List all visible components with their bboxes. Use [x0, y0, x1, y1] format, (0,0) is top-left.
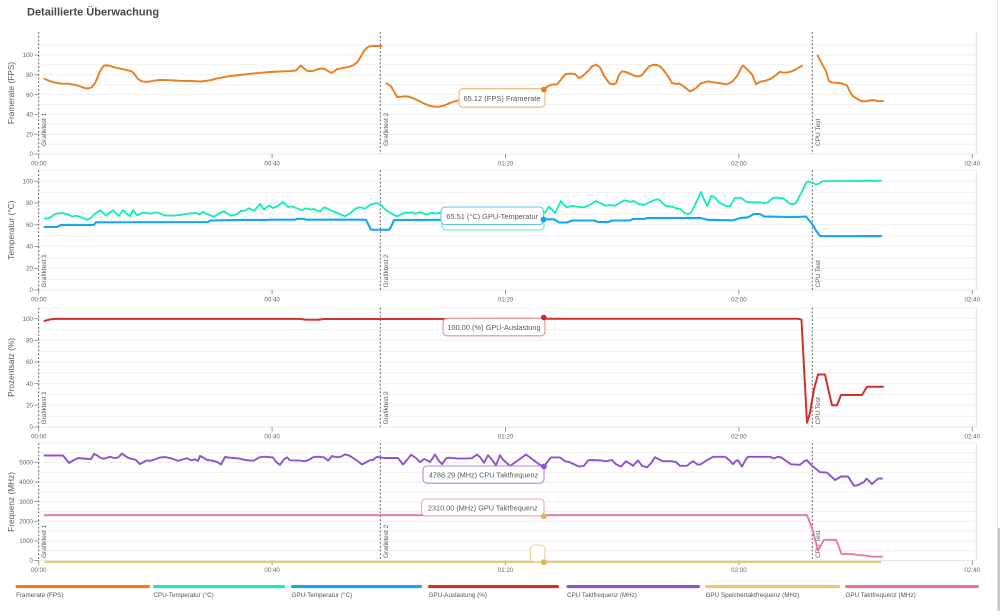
svg-text:Grafiktest 1: Grafiktest 1 — [41, 254, 48, 288]
svg-text:CPU Test: CPU Test — [815, 530, 822, 558]
svg-text:100.00 (%) GPU-Auslastung: 100.00 (%) GPU-Auslastung — [447, 323, 540, 332]
svg-text:Grafiktest 2: Grafiktest 2 — [383, 524, 390, 558]
svg-text:0: 0 — [30, 287, 34, 294]
svg-text:Prozentsatz (%): Prozentsatz (%) — [6, 338, 16, 397]
svg-text:Grafiktest 2: Grafiktest 2 — [383, 112, 390, 146]
svg-text:0: 0 — [30, 558, 34, 565]
svg-text:4788.29 (MHz) CPU Taktfrequenz: 4788.29 (MHz) CPU Taktfrequenz — [429, 471, 539, 480]
svg-text:CPU Test: CPU Test — [815, 260, 822, 288]
svg-text:2310.00 (MHz) GPU Taktfrequenz: 2310.00 (MHz) GPU Taktfrequenz — [428, 503, 538, 512]
svg-text:00:40: 00:40 — [264, 567, 280, 574]
svg-text:60: 60 — [26, 222, 33, 229]
svg-text:02:00: 02:00 — [731, 161, 747, 168]
svg-text:CPU Test: CPU Test — [815, 118, 822, 146]
svg-text:20: 20 — [26, 403, 33, 410]
svg-text:20: 20 — [26, 131, 33, 138]
svg-text:Temperatur (°C): Temperatur (°C) — [6, 200, 16, 259]
svg-text:01:20: 01:20 — [498, 161, 514, 168]
svg-text:00:00: 00:00 — [31, 434, 47, 441]
svg-text:02:40: 02:40 — [965, 297, 981, 304]
svg-text:60: 60 — [26, 359, 33, 366]
svg-text:0: 0 — [30, 151, 34, 158]
svg-text:65.51 (°C) GPU-Temperatur: 65.51 (°C) GPU-Temperatur — [446, 212, 538, 221]
svg-text:65.12 (FPS) Framerate: 65.12 (FPS) Framerate — [463, 94, 540, 103]
svg-text:CPU-Temperatur (°C): CPU-Temperatur (°C) — [154, 591, 214, 599]
svg-text:Grafiktest 1: Grafiktest 1 — [41, 524, 48, 558]
svg-text:GPU Speichertaktfrequenz (MHz): GPU Speichertaktfrequenz (MHz) — [706, 592, 800, 599]
svg-text:Grafiktest 1: Grafiktest 1 — [41, 112, 48, 146]
svg-text:Framerate (FPS): Framerate (FPS) — [16, 592, 63, 599]
svg-text:00:40: 00:40 — [264, 434, 280, 441]
svg-text:GPU-Temperatur (°C): GPU-Temperatur (°C) — [292, 591, 353, 599]
svg-text:80: 80 — [26, 200, 33, 207]
svg-text:CPU Taktfrequenz (MHz): CPU Taktfrequenz (MHz) — [567, 592, 637, 599]
svg-text:3000: 3000 — [19, 499, 33, 506]
svg-text:80: 80 — [26, 72, 33, 79]
svg-text:00:00: 00:00 — [31, 567, 47, 574]
svg-text:02:40: 02:40 — [965, 567, 981, 574]
svg-text:Frequenz (MHz): Frequenz (MHz) — [6, 472, 16, 532]
svg-text:Detaillierte Überwachung: Detaillierte Überwachung — [27, 6, 159, 19]
svg-text:40: 40 — [26, 381, 33, 388]
svg-text:00:40: 00:40 — [264, 161, 280, 168]
svg-text:01:20: 01:20 — [498, 567, 514, 574]
svg-text:40: 40 — [26, 244, 33, 251]
svg-text:4000: 4000 — [19, 479, 33, 486]
svg-text:100: 100 — [23, 52, 34, 59]
svg-text:100: 100 — [23, 316, 34, 323]
svg-text:02:00: 02:00 — [731, 297, 747, 304]
svg-text:CPU Test: CPU Test — [815, 397, 822, 425]
svg-text:02:40: 02:40 — [965, 434, 981, 441]
svg-text:00:00: 00:00 — [31, 161, 47, 168]
svg-text:GPU Taktfrequenz (MHz): GPU Taktfrequenz (MHz) — [846, 592, 916, 599]
svg-text:60: 60 — [26, 92, 33, 99]
svg-text:5000: 5000 — [19, 460, 33, 467]
svg-text:40: 40 — [26, 112, 33, 119]
svg-text:02:00: 02:00 — [731, 434, 747, 441]
svg-text:GPU-Auslastung (%): GPU-Auslastung (%) — [429, 592, 487, 599]
svg-text:02:00: 02:00 — [731, 567, 747, 574]
svg-text:2000: 2000 — [19, 519, 33, 526]
svg-text:Grafiktest 1: Grafiktest 1 — [41, 391, 48, 425]
svg-text:Grafiktest 2: Grafiktest 2 — [383, 391, 390, 425]
svg-text:80: 80 — [26, 338, 33, 345]
svg-text:Grafiktest 2: Grafiktest 2 — [383, 254, 390, 288]
svg-text:0: 0 — [30, 424, 34, 431]
svg-text:100: 100 — [23, 179, 34, 186]
svg-text:01:20: 01:20 — [498, 434, 514, 441]
svg-text:00:00: 00:00 — [31, 297, 47, 304]
svg-text:Framerate (FPS): Framerate (FPS) — [6, 62, 16, 124]
svg-text:1000: 1000 — [19, 538, 33, 545]
svg-text:02:40: 02:40 — [965, 161, 981, 168]
svg-text:01:20: 01:20 — [498, 297, 514, 304]
svg-text:00:40: 00:40 — [264, 297, 280, 304]
svg-text:20: 20 — [26, 266, 33, 273]
